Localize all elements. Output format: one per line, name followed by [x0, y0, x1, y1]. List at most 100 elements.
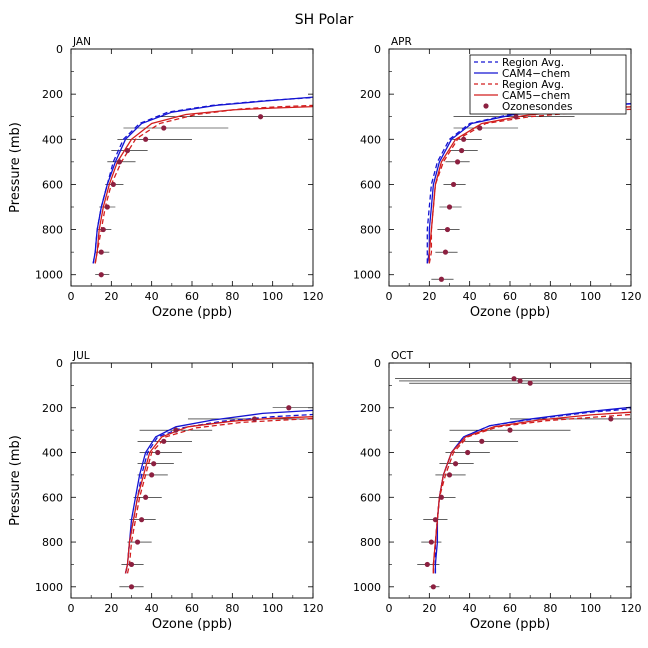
x-tick-label-jul-6: 120: [303, 602, 324, 615]
sonde-point-jul-11: [286, 405, 292, 411]
x-tick-label-jan-2: 40: [145, 290, 159, 303]
sonde-point-apr-1: [442, 249, 449, 255]
y-tick-label-jan-0: 0: [56, 43, 63, 56]
x-axis-label-jul: Ozone (ppb): [152, 617, 232, 632]
y-tick-label-jan-1: 200: [42, 88, 63, 101]
x-tick-label-oct-5: 100: [580, 602, 601, 615]
sonde-point-apr-3: [446, 204, 453, 210]
sonde-point-jan-4: [110, 181, 116, 188]
y-tick-label-oct-0: 0: [374, 357, 381, 370]
legend-marker-sondes: [483, 103, 489, 109]
x-tick-label-oct-4: 80: [543, 602, 557, 615]
x-tick-label-apr-2: 40: [463, 290, 477, 303]
y-tick-label-jul-5: 1000: [35, 581, 63, 594]
sonde-point-jan-0: [98, 272, 104, 278]
y-tick-label-oct-5: 1000: [353, 581, 381, 594]
sonde-point-jul-1: [128, 561, 135, 568]
panel-oct: 0 20 40 60 80 100 120 0 200 400 600 800 1000 OCT Ozo…: [353, 350, 642, 632]
x-tick-label-oct-2: 40: [463, 602, 477, 615]
x-tick-label-apr-3: 60: [503, 290, 517, 303]
sonde-point-apr-5: [454, 159, 461, 165]
series-line-oct-cam4: [434, 406, 631, 574]
panel-title-jan: JAN: [72, 36, 91, 48]
sonde-point-apr-0: [438, 276, 445, 282]
y-tick-label-oct-3: 600: [360, 491, 381, 504]
sonde-point-oct-3: [432, 517, 438, 523]
sonde-point-oct-11: [527, 380, 533, 386]
sonde-point-jan-8: [161, 125, 167, 131]
x-tick-label-apr-1: 20: [422, 290, 436, 303]
y-tick-label-jul-4: 800: [42, 536, 63, 549]
x-tick-label-apr-0: 0: [386, 290, 393, 303]
panel-title-oct: OCT: [391, 350, 414, 362]
sonde-point-oct-1: [424, 561, 430, 568]
series-group-apr: [426, 102, 631, 282]
series-line-apr-cam5-avg: [428, 108, 631, 264]
x-tick-label-oct-6: 120: [621, 602, 642, 615]
y-tick-label-jul-1: 200: [42, 402, 63, 415]
panel-title-jul: JUL: [72, 350, 90, 362]
plot-area-oct: 0 20 40 60 80 100 120 0 200 400 600 800 1000: [353, 357, 642, 615]
sonde-point-apr-6: [459, 147, 465, 154]
sonde-point-oct-8: [479, 438, 485, 444]
plot-frame-jul: [70, 362, 314, 599]
plot-area-jan: 0 20 40 60 80 100 120 0 200 400 600 800 1000: [35, 43, 324, 303]
x-tick-label-jan-5: 100: [262, 290, 283, 303]
series-line-jan-cam5: [94, 105, 313, 264]
plot-frame-oct: [388, 362, 632, 599]
sonde-point-jan-5: [116, 159, 122, 165]
sonde-point-jul-0: [128, 584, 135, 590]
sonde-point-apr-9: [513, 114, 519, 120]
sonde-point-jan-9: [257, 114, 264, 120]
x-tick-label-jan-6: 120: [303, 290, 324, 303]
sonde-point-jan-1: [98, 249, 104, 255]
series-group-jan: [92, 96, 313, 278]
legend: Region Avg. CAM4−chem Region Avg. CAM5−c…: [469, 54, 627, 115]
y-axis-label-jul: Pressure (mb): [8, 435, 23, 526]
y-axis-label-jan: Pressure (mb): [8, 122, 23, 213]
panel-title-apr: APR: [391, 36, 412, 48]
x-tick-label-jul-2: 40: [145, 602, 159, 615]
sonde-point-apr-7: [461, 136, 467, 142]
series-line-jul-cam4: [124, 409, 313, 574]
x-tick-label-jan-3: 60: [185, 290, 199, 303]
y-tick-label-jul-0: 0: [56, 357, 63, 370]
x-tick-label-oct-1: 20: [422, 602, 436, 615]
legend-label-cam4: CAM4−chem: [502, 68, 570, 80]
sonde-point-jul-6: [151, 461, 157, 467]
y-tick-label-oct-2: 400: [360, 447, 381, 460]
plot-frame-jan: [70, 48, 314, 287]
series-line-oct-cam4-avg: [434, 408, 631, 574]
legend-label-region-avg-cam5: Region Avg.: [502, 79, 564, 91]
y-tick-label-jan-5: 1000: [35, 269, 63, 282]
legend-label-cam5: CAM5−chem: [502, 90, 570, 102]
sonde-point-oct-6: [452, 461, 459, 467]
sonde-point-oct-13: [511, 376, 517, 382]
x-axis-label-apr: Ozone (ppb): [470, 305, 550, 320]
panel-jan: 0 20 40 60 80 100 120 0 200 400 600 800 1000 JAN Ozo…: [8, 36, 324, 320]
y-tick-label-jul-2: 400: [42, 447, 63, 460]
sonde-point-jan-3: [104, 204, 110, 210]
y-tick-label-jan-3: 600: [42, 178, 63, 191]
sonde-point-jan-6: [124, 147, 131, 154]
series-line-jan-cam5-avg: [94, 104, 313, 264]
series-line-oct-cam5: [432, 411, 631, 574]
x-tick-label-jul-5: 100: [262, 602, 283, 615]
x-tick-label-jan-1: 20: [104, 290, 118, 303]
sonde-point-jul-3: [138, 517, 145, 523]
series-group-jul: [119, 405, 313, 590]
legend-label-sondes: Ozonesondes: [502, 101, 572, 113]
sonde-point-jan-2: [100, 226, 106, 233]
sonde-point-oct-10: [608, 416, 614, 422]
series-line-apr-cam5: [428, 106, 631, 264]
x-tick-label-oct-3: 60: [503, 602, 517, 615]
sonde-point-jan-7: [143, 136, 149, 142]
sonde-point-jul-8: [161, 438, 167, 444]
y-tick-label-apr-0: 0: [374, 43, 381, 56]
sonde-point-oct-9: [507, 427, 513, 433]
y-tick-label-apr-5: 1000: [353, 269, 381, 282]
sonde-point-jul-2: [134, 539, 141, 545]
sonde-point-oct-0: [430, 584, 436, 590]
plot-area-jul: 0 20 40 60 80 100 120 0 200 400 600 800 1000: [35, 357, 324, 615]
